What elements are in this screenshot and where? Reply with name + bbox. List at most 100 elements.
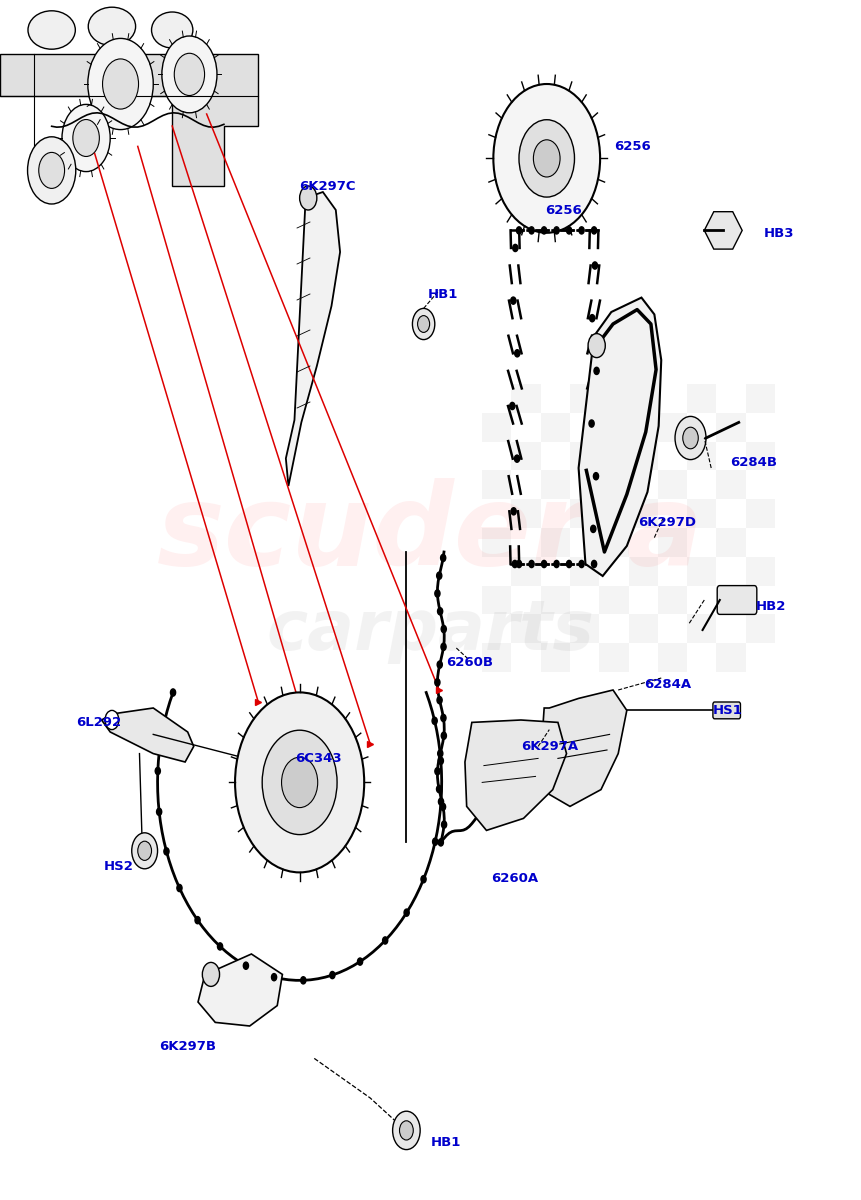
Circle shape	[235, 692, 364, 872]
Text: 6K297C: 6K297C	[299, 180, 356, 192]
Circle shape	[542, 227, 547, 234]
Circle shape	[517, 560, 522, 568]
Text: 6C343: 6C343	[295, 752, 342, 764]
Circle shape	[244, 962, 249, 970]
Circle shape	[515, 455, 520, 462]
Bar	[629, 442, 658, 470]
Circle shape	[300, 186, 317, 210]
Polygon shape	[579, 298, 661, 576]
Text: 6K297B: 6K297B	[159, 1040, 216, 1052]
Circle shape	[105, 710, 119, 730]
Circle shape	[515, 349, 520, 356]
Circle shape	[155, 767, 160, 774]
Bar	[541, 586, 570, 614]
Circle shape	[594, 367, 599, 374]
Circle shape	[554, 560, 559, 568]
Circle shape	[162, 36, 217, 113]
Circle shape	[441, 714, 446, 721]
Bar	[482, 528, 511, 557]
Circle shape	[28, 137, 76, 204]
Circle shape	[591, 526, 596, 533]
Circle shape	[437, 696, 443, 703]
Circle shape	[438, 798, 443, 805]
Text: 6284B: 6284B	[730, 456, 777, 468]
Circle shape	[421, 876, 426, 883]
Bar	[599, 643, 629, 672]
Circle shape	[534, 140, 561, 178]
Bar	[746, 384, 775, 413]
Circle shape	[164, 847, 169, 854]
Circle shape	[437, 786, 442, 793]
Circle shape	[512, 560, 517, 568]
Bar	[687, 557, 716, 586]
Circle shape	[39, 152, 65, 188]
Text: 6260A: 6260A	[492, 872, 538, 884]
Text: 6256: 6256	[615, 140, 651, 152]
Circle shape	[511, 508, 517, 515]
Circle shape	[441, 803, 446, 810]
Circle shape	[579, 560, 584, 568]
Circle shape	[592, 227, 597, 234]
Circle shape	[592, 560, 597, 568]
Circle shape	[579, 227, 584, 234]
Bar	[599, 470, 629, 499]
Polygon shape	[704, 211, 742, 250]
Bar	[482, 413, 511, 442]
Circle shape	[404, 910, 409, 917]
Polygon shape	[0, 54, 258, 186]
Text: 6260B: 6260B	[446, 656, 492, 668]
Bar	[541, 528, 570, 557]
Bar	[599, 413, 629, 442]
Circle shape	[438, 757, 443, 764]
Circle shape	[400, 1121, 413, 1140]
Circle shape	[157, 809, 162, 816]
Circle shape	[493, 84, 600, 233]
Circle shape	[357, 958, 362, 965]
Polygon shape	[286, 192, 340, 486]
Circle shape	[282, 757, 318, 808]
Text: HB1: HB1	[428, 288, 459, 300]
Bar	[716, 470, 746, 499]
Circle shape	[132, 833, 158, 869]
Bar	[482, 643, 511, 672]
Bar	[687, 442, 716, 470]
Circle shape	[438, 839, 443, 846]
Text: 6L292: 6L292	[77, 716, 121, 728]
Bar	[570, 384, 599, 413]
Bar	[482, 470, 511, 499]
Bar	[599, 586, 629, 614]
Circle shape	[675, 416, 706, 460]
Bar	[570, 557, 599, 586]
Circle shape	[567, 227, 572, 234]
Circle shape	[393, 1111, 420, 1150]
Circle shape	[138, 841, 152, 860]
Bar	[511, 384, 541, 413]
Circle shape	[177, 884, 182, 892]
Text: scuderia: scuderia	[157, 479, 704, 589]
Bar	[482, 586, 511, 614]
Bar	[746, 442, 775, 470]
Circle shape	[554, 227, 559, 234]
Circle shape	[437, 572, 442, 580]
Circle shape	[592, 262, 598, 269]
Bar	[658, 470, 687, 499]
Circle shape	[593, 473, 598, 480]
Circle shape	[437, 661, 443, 668]
Polygon shape	[541, 690, 627, 806]
Circle shape	[437, 750, 443, 757]
Circle shape	[589, 420, 594, 427]
Ellipse shape	[152, 12, 193, 48]
Bar	[541, 643, 570, 672]
Circle shape	[300, 977, 306, 984]
Polygon shape	[102, 708, 194, 762]
Bar	[629, 384, 658, 413]
Bar	[658, 643, 687, 672]
Bar	[716, 528, 746, 557]
Circle shape	[441, 554, 446, 562]
Text: HS2: HS2	[104, 860, 133, 872]
Bar	[658, 586, 687, 614]
Bar	[511, 557, 541, 586]
Bar	[511, 499, 541, 528]
Bar	[746, 614, 775, 643]
Bar	[746, 557, 775, 586]
